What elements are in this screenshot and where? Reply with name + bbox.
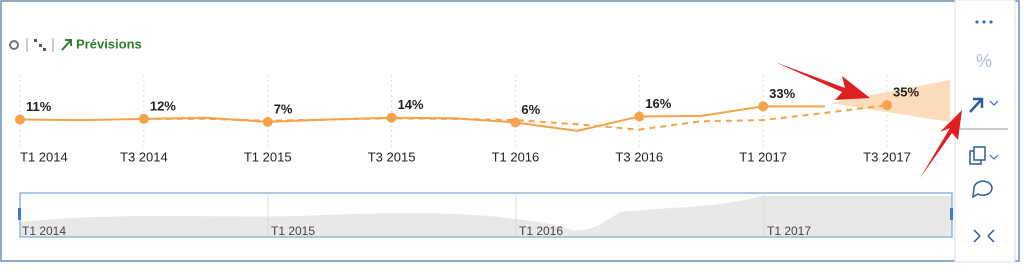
x-tick-label: T1 2016 [492, 149, 540, 164]
data-point [15, 114, 25, 125]
navigator-label: T1 2015 [271, 224, 315, 238]
side-panel: % [954, 0, 1016, 263]
data-label: 14% [398, 97, 424, 112]
handle[interactable] [18, 208, 21, 220]
forecast-icon [61, 39, 72, 51]
comment-button[interactable] [972, 180, 993, 199]
navigator-label: T1 2014 [22, 224, 66, 238]
x-tick-label: T3 2017 [863, 149, 911, 164]
more-icon [989, 20, 993, 24]
toolbar-title[interactable]: Prévisions [76, 36, 142, 51]
data-label: 12% [150, 98, 176, 113]
data-point [634, 111, 645, 122]
data-label: 11% [26, 99, 52, 114]
annotation-arrow [775, 62, 870, 100]
x-tick-label: T1 2017 [739, 149, 787, 164]
x-tick-label: T3 2015 [368, 149, 416, 164]
panel [954, 0, 1016, 263]
forecast-button[interactable] [969, 97, 984, 113]
x-tick-label: T3 2014 [120, 149, 168, 164]
handle[interactable] [950, 208, 953, 220]
confidence-band [830, 80, 950, 122]
toolbar: Prévisions [9, 36, 142, 52]
fullscreen-button[interactable] [973, 229, 995, 243]
more-icon[interactable] [975, 20, 979, 24]
data-point [262, 116, 273, 127]
chevron[interactable] [989, 154, 999, 160]
navigator-label: T1 2017 [767, 224, 811, 238]
data-point [510, 117, 521, 128]
grid [19, 75, 888, 148]
icon[interactable] [34, 39, 37, 42]
data-label: 33% [769, 86, 795, 101]
x-tick-label: T1 2015 [244, 149, 292, 164]
x-tick-label: T3 2016 [615, 149, 663, 164]
data-point [758, 101, 769, 112]
data-point [882, 100, 892, 111]
navigator-label: T1 2016 [519, 224, 563, 238]
plot: T1 2014 T3 2014 T1 2015 T3 2015 T1 2016 T3 20… [15, 85, 919, 164]
data-label: 7% [274, 101, 293, 116]
navigator: T1 2014 T1 2015 T1 2016 T1 2017 [18, 192, 953, 238]
more-icon [982, 20, 986, 24]
icon[interactable] [9, 40, 19, 50]
icon [39, 44, 42, 47]
data-label: 35% [893, 85, 919, 100]
navigator-area [20, 196, 952, 237]
data-label: 16% [645, 96, 671, 111]
x-tick-label: T1 2014 [20, 149, 68, 164]
icon [43, 48, 46, 51]
series-line [143, 104, 888, 131]
chevron[interactable] [989, 100, 999, 106]
copy-icon [973, 146, 986, 161]
data-label: 6% [521, 102, 540, 117]
annotation-arrow [920, 110, 962, 178]
percent-button[interactable]: % [976, 51, 992, 71]
